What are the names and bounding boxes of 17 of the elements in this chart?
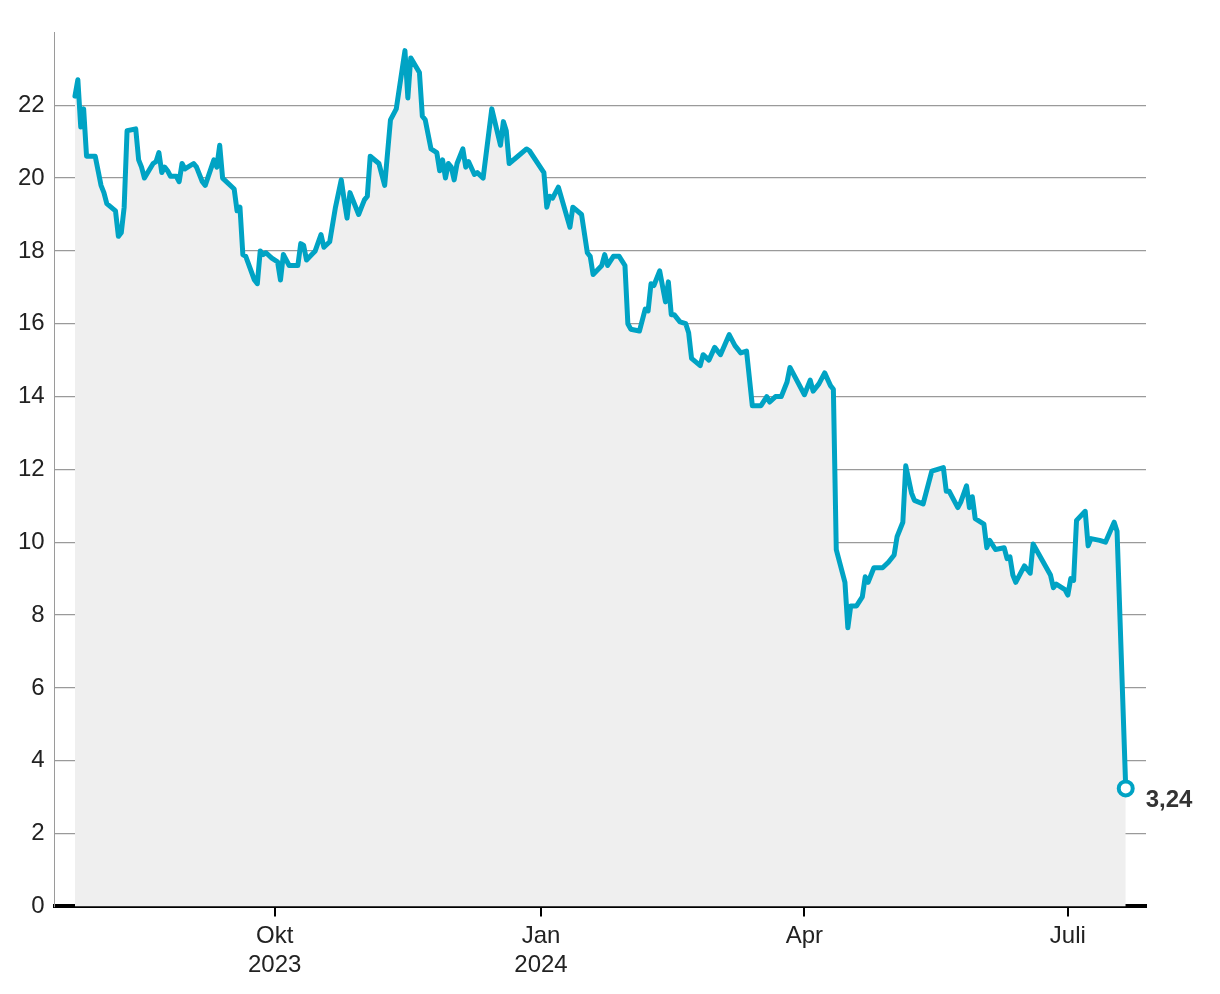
- y-tick-label: 2: [31, 818, 45, 846]
- y-tick-label: 8: [31, 599, 45, 627]
- y-tick-label: 18: [17, 235, 45, 263]
- x-tick-label: Jan 2024: [514, 921, 568, 978]
- y-tick-label: 20: [17, 162, 45, 190]
- y-tick-label: 16: [17, 308, 45, 336]
- annotation: 3,24: [1145, 785, 1194, 813]
- y-tick-label: 0: [31, 891, 45, 919]
- y-tick-label: 6: [31, 672, 45, 700]
- y-tick-label: 4: [31, 745, 45, 773]
- x-tick-label: Okt 2023: [248, 921, 302, 978]
- x-tick-label: Apr: [785, 921, 824, 949]
- x-tick-label: Juli: [1049, 921, 1086, 949]
- y-tick-label: 22: [17, 89, 45, 117]
- y-tick-label: 12: [17, 454, 45, 482]
- y-tick-label: 10: [17, 526, 45, 554]
- y-tick-label: 14: [17, 381, 45, 409]
